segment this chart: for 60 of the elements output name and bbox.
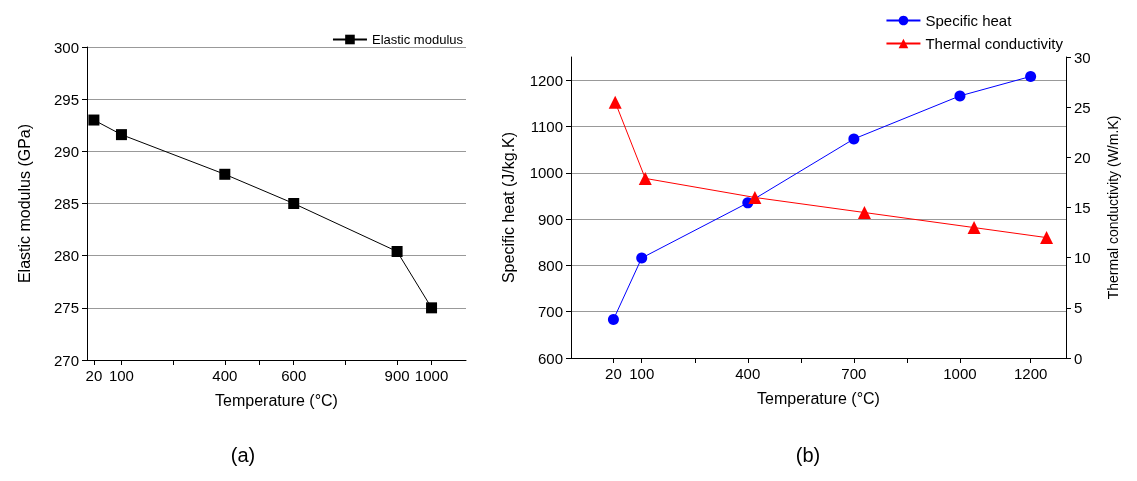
text: (a) [230,444,256,466]
point [1040,231,1054,245]
x-axis-title: Temperature (°C) [757,389,880,407]
point [88,114,100,126]
x-tick-label: 1200 [1013,365,1048,382]
y-tick-label: 900 [537,210,563,228]
point [954,90,966,102]
point [848,133,860,145]
y2-axis-title: Thermal conductivity (W/m.K) [1105,115,1121,300]
x-tick-label: 900 [384,367,410,384]
y2-tick-label: 0 [1074,349,1083,367]
legend-label: Specific heat [925,12,1013,29]
y2-tick-label: 5 [1074,299,1083,317]
y-tick-label: 1100 [530,117,563,135]
x-tick-label: 1000 [414,367,449,384]
point [1025,70,1037,82]
point [115,129,127,141]
point [607,314,619,326]
y-tick-label: 1200 [529,71,563,89]
point [748,190,762,204]
point [636,252,648,264]
x-tick-label: 100 [629,365,655,382]
x-tick-label: 400 [735,365,761,382]
y-tick-label: 275 [53,299,79,317]
y2-tick-label: 15 [1074,199,1091,216]
y-tick-label: 800 [537,256,563,274]
x-tick-label: 700 [841,365,867,382]
y-axis-title: Elastic modulus (GPa) [15,123,33,284]
x-tick-label: 600 [281,367,307,384]
y-tick-label: 290 [53,142,79,160]
point [638,171,652,185]
point [967,221,981,235]
x-tick-label: 20 [85,367,103,384]
legend-label: Thermal conductivity [925,35,1064,52]
point [219,168,231,180]
x-tick-label: 100 [108,367,134,384]
point [857,206,871,220]
y-tick-label: 280 [53,247,79,265]
point [391,245,403,257]
y2-tick-label: 20 [1074,148,1091,166]
y2-tick-label: 10 [1074,249,1091,267]
y2-tick-label: 30 [1074,48,1091,66]
text: (b) [795,444,821,466]
y-tick-label: 285 [53,195,79,212]
x-axis-title: Temperature (°C) [215,391,338,409]
y2-tick-label: 25 [1074,98,1091,116]
point [608,95,622,109]
y-tick-label: 295 [53,90,79,108]
x-tick-label: 400 [212,367,238,384]
point [426,302,438,314]
x-tick-label: 20 [605,365,622,382]
y-tick-label: 700 [537,303,563,321]
y-tick-label: 270 [53,351,79,369]
legend-label: Elastic modulus [371,32,464,47]
y-tick-label: 300 [53,38,79,56]
x-tick-label: 1000 [943,365,977,382]
y-tick-label: 600 [537,349,563,367]
y-tick-label: 1000 [529,164,563,182]
point [288,198,300,209]
y-axis-title: Specific heat (J/kg.K) [499,131,517,284]
